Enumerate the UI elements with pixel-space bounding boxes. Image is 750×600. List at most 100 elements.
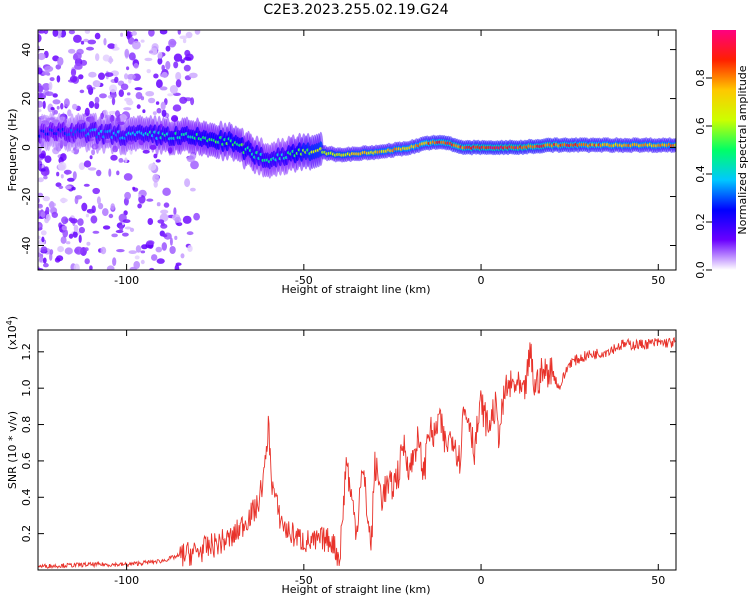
noise-cell — [154, 175, 159, 179]
noise-cell — [96, 196, 101, 205]
noise-cell — [73, 52, 82, 60]
noise-cell — [43, 30, 49, 35]
noise-cell — [131, 31, 138, 36]
noise-cell — [89, 265, 93, 270]
noise-cell — [116, 170, 120, 176]
y-tick-label: -40 — [20, 237, 33, 255]
noise-cell — [104, 72, 114, 77]
noise-cell — [84, 30, 91, 34]
noise-cell — [161, 64, 165, 71]
noise-cell — [148, 163, 157, 171]
noise-cell — [45, 206, 50, 215]
noise-cell — [188, 72, 198, 79]
noise-cell — [180, 253, 185, 259]
noise-cell — [56, 105, 60, 110]
noise-cell — [72, 103, 78, 110]
noise-cell — [48, 81, 53, 91]
noise-cell — [60, 174, 64, 179]
noise-cell — [118, 89, 125, 97]
noise-cell — [156, 258, 165, 264]
noise-cell — [159, 86, 168, 91]
noise-cell — [86, 209, 92, 213]
noise-cell — [52, 99, 61, 105]
noise-cell — [120, 83, 129, 91]
noise-cell — [182, 215, 192, 224]
noise-cell — [72, 231, 78, 238]
noise-cell — [179, 96, 188, 104]
noise-cell — [102, 54, 111, 62]
noise-cell — [112, 257, 117, 266]
noise-cell — [42, 83, 51, 91]
y-tick-label: 1.0 — [20, 379, 33, 397]
noise-cell — [56, 171, 60, 177]
noise-cell — [123, 173, 133, 181]
snr-ticks: -100 -50 0 50 0.2 0.4 0.6 0.8 1.0 1.2 — [20, 330, 676, 587]
noise-cell — [114, 43, 118, 50]
noise-cell — [124, 73, 129, 80]
noise-cell — [79, 89, 85, 94]
noise-cell — [160, 101, 166, 111]
noise-cell — [157, 219, 165, 224]
noise-cell — [161, 109, 167, 118]
noise-cell — [38, 204, 43, 209]
noise-cell — [147, 218, 154, 225]
noise-cell — [120, 32, 124, 37]
noise-cell — [149, 267, 155, 270]
noise-cell — [169, 85, 178, 94]
noise-cell — [160, 209, 169, 214]
noise-cell — [38, 67, 43, 75]
y-tick-label: 40 — [20, 43, 33, 57]
noise-cell — [49, 249, 54, 255]
noise-cell — [177, 30, 181, 35]
noise-cell — [162, 234, 168, 238]
noise-cell — [184, 49, 191, 57]
noise-cell — [155, 101, 160, 105]
noise-cell — [141, 244, 148, 250]
noise-cell — [74, 246, 84, 255]
noise-cell — [129, 227, 135, 232]
noise-cell — [140, 259, 145, 265]
noise-cell — [61, 216, 69, 225]
noise-cell — [103, 38, 107, 46]
noise-cell — [179, 35, 188, 40]
noise-cell — [38, 235, 41, 240]
noise-cell — [169, 237, 173, 246]
noise-cell — [42, 100, 46, 109]
snr-frame — [37, 329, 677, 571]
noise-cell — [134, 255, 140, 260]
noise-cell — [58, 185, 64, 189]
noise-cell — [174, 216, 182, 223]
noise-cell — [56, 75, 61, 83]
noise-cell — [135, 245, 142, 253]
noise-cell — [153, 73, 159, 79]
noise-cell — [40, 230, 47, 236]
noise-cell — [86, 84, 93, 91]
noise-cell — [128, 250, 137, 255]
noise-cell — [144, 57, 153, 62]
colorbar-tick-label: 0.2 — [694, 213, 707, 231]
noise-cell — [173, 61, 179, 69]
noise-cell — [190, 160, 199, 170]
y-tick-label: 0.8 — [20, 416, 33, 434]
noise-cell — [126, 66, 130, 71]
noise-cell — [50, 107, 55, 111]
noise-cell — [92, 230, 100, 234]
x-tick-label: -50 — [295, 274, 313, 287]
noise-cell — [100, 246, 107, 255]
noise-cell — [78, 74, 84, 80]
noise-cell — [156, 202, 161, 207]
noise-cell — [126, 92, 131, 96]
noise-cell — [43, 175, 48, 180]
noise-cell — [64, 247, 73, 255]
x-tick-label: 0 — [478, 274, 485, 287]
noise-cell — [135, 92, 143, 100]
noise-cell — [183, 56, 192, 61]
noise-cell — [155, 246, 163, 253]
noise-cell — [68, 48, 76, 54]
noise-cell — [40, 167, 50, 177]
noise-cell — [87, 167, 97, 171]
noise-cell — [64, 98, 70, 108]
noise-cell — [172, 104, 182, 112]
noise-cell — [73, 34, 82, 43]
noise-cell — [187, 245, 193, 252]
